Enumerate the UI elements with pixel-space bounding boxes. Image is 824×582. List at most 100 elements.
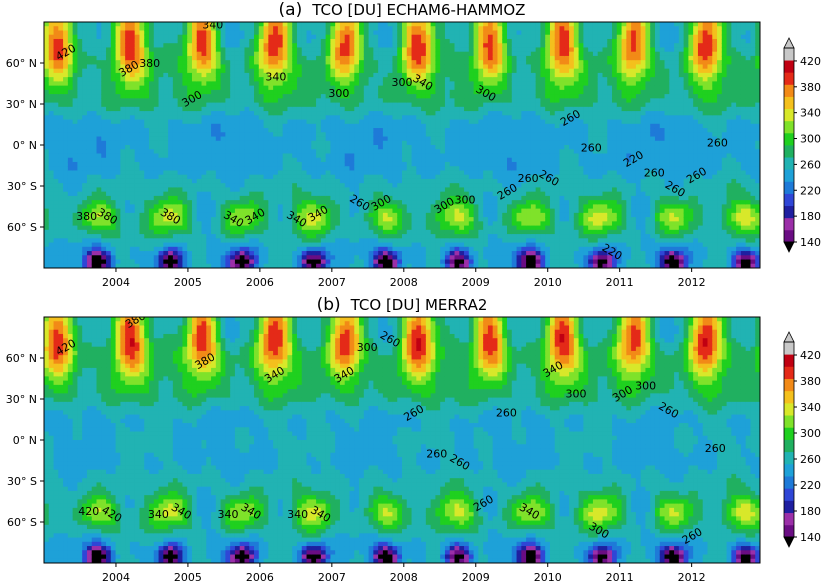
- contour-cell: [444, 246, 451, 252]
- contour-cell: [373, 259, 379, 265]
- contour-cell: [139, 30, 145, 36]
- contour-cell: [287, 221, 293, 227]
- contour-cell: [139, 64, 145, 70]
- contour-cell: [349, 60, 355, 66]
- contour-cell: [254, 72, 260, 78]
- contour-cell: [215, 77, 222, 82]
- contour-cell: [106, 111, 112, 116]
- contour-cell: [320, 85, 327, 91]
- contour-cell: [330, 85, 336, 91]
- contour-cell: [325, 166, 331, 172]
- contour-cell: [115, 153, 121, 159]
- contour-cell: [320, 251, 327, 256]
- contour-cell: [416, 102, 422, 108]
- contour-cell: [320, 60, 327, 66]
- contour-cell: [239, 217, 246, 222]
- contour-cell: [115, 178, 121, 184]
- contour-cell: [268, 251, 274, 256]
- contour-cell: [263, 26, 269, 32]
- contour-cell: [416, 123, 422, 129]
- contour-cell: [406, 170, 413, 176]
- contour-cell: [91, 128, 98, 133]
- contour-cell: [244, 191, 250, 197]
- contour-cell: [406, 153, 413, 159]
- contour-cell: [67, 187, 74, 193]
- contour-cell: [397, 242, 403, 248]
- contour-cell: [330, 81, 336, 87]
- contour-cell: [292, 200, 298, 205]
- contour-cell: [129, 195, 136, 201]
- contour-cell: [378, 255, 384, 261]
- contour-cell: [234, 161, 241, 167]
- contour-cell: [430, 72, 437, 78]
- contour-cell: [335, 246, 341, 252]
- contour-cell: [110, 43, 117, 49]
- contour-cell: [416, 263, 422, 268]
- contour-cell: [306, 128, 312, 133]
- contour-cell: [378, 251, 384, 256]
- contour-cell: [292, 212, 298, 218]
- contour-cell: [201, 132, 207, 138]
- contour-cell: [335, 212, 341, 218]
- contour-cell: [282, 149, 289, 155]
- contour-cell: [277, 204, 284, 210]
- contour-cell: [134, 38, 141, 44]
- contour-cell: [53, 38, 59, 44]
- contour-cell: [402, 30, 408, 36]
- contour-cell: [129, 204, 136, 210]
- contour-cell: [225, 94, 231, 99]
- contour-cell: [67, 119, 74, 125]
- contour-cell: [273, 149, 279, 155]
- contour-cell: [96, 140, 102, 146]
- contour-cell: [149, 153, 155, 159]
- contour-cell: [311, 136, 317, 142]
- contour-cell: [168, 187, 174, 193]
- contour-cell: [368, 102, 374, 108]
- contour-cell: [335, 102, 341, 108]
- contour-cell: [158, 136, 164, 142]
- contour-cell: [215, 200, 222, 205]
- contour-cell: [263, 153, 269, 159]
- contour-cell: [177, 255, 184, 261]
- contour-cell: [225, 128, 231, 133]
- contour-cell: [430, 200, 437, 205]
- contour-cell: [196, 246, 203, 252]
- contour-cell: [101, 77, 107, 82]
- contour-cell: [421, 55, 427, 61]
- contour-cell: [402, 81, 408, 87]
- contour-cell: [425, 106, 432, 112]
- contour-cell: [115, 106, 121, 112]
- contour-cell: [63, 242, 69, 248]
- contour-cell: [359, 81, 365, 87]
- contour-cell: [306, 229, 312, 235]
- contour-cell: [106, 259, 112, 265]
- contour-cell: [125, 30, 131, 36]
- contour-cell: [196, 77, 203, 82]
- contour-cell: [182, 77, 188, 82]
- contour-cell: [182, 111, 188, 116]
- contour-cell: [239, 64, 246, 70]
- contour-cell: [378, 51, 384, 57]
- contour-cell: [392, 246, 398, 252]
- contour-cell: [86, 251, 93, 256]
- contour-cell: [187, 259, 193, 265]
- contour-cell: [277, 47, 284, 53]
- contour-cell: [416, 174, 422, 180]
- contour-cell: [425, 187, 432, 193]
- contour-cell: [330, 149, 336, 155]
- contour-cell: [115, 60, 121, 66]
- contour-cell: [397, 132, 403, 138]
- contour-cell: [220, 43, 226, 49]
- contour-cell: [53, 30, 59, 36]
- contour-cell: [263, 166, 269, 172]
- contour-cell: [363, 183, 370, 189]
- contour-cell: [182, 81, 188, 87]
- contour-cell: [63, 72, 69, 78]
- contour-cell: [187, 234, 193, 239]
- contour-cell: [397, 187, 403, 193]
- contour-cell: [144, 128, 150, 133]
- contour-cell: [58, 195, 64, 201]
- contour-cell: [363, 85, 370, 91]
- contour-cell: [139, 136, 145, 142]
- contour-cell: [163, 212, 169, 218]
